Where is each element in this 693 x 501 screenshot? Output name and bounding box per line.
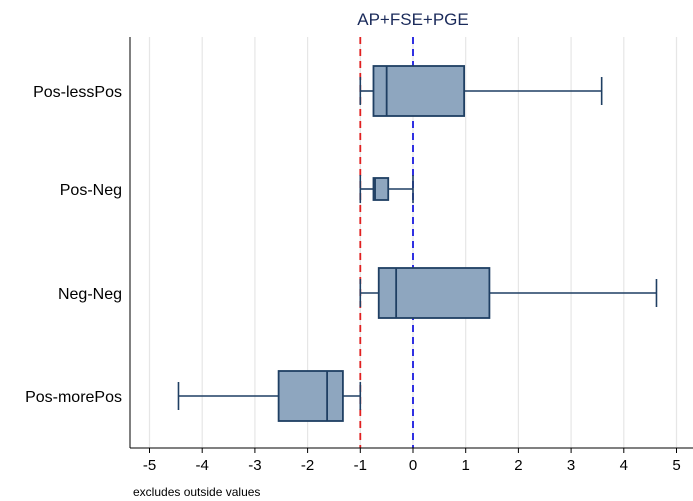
axes xyxy=(129,37,693,449)
x-tick-label: -2 xyxy=(301,457,314,474)
category-labels: Pos-lessPos Pos-Neg Neg-Neg Pos-morePos xyxy=(25,84,122,406)
x-tick-label: -4 xyxy=(196,457,209,474)
box-neg-neg xyxy=(359,267,658,319)
box-iqr xyxy=(372,65,466,117)
reference-lines xyxy=(359,37,414,448)
x-tick-label: -1 xyxy=(354,457,367,474)
box-pos-lesspos xyxy=(359,65,603,117)
box-pos-neg xyxy=(359,175,414,203)
x-tick-label: -5 xyxy=(143,457,156,474)
x-tick-label: -3 xyxy=(248,457,261,474)
box-iqr xyxy=(377,267,491,319)
x-tick-label: 4 xyxy=(620,457,628,474)
x-tick-label: 0 xyxy=(409,457,417,474)
x-tick-label: 2 xyxy=(514,457,522,474)
category-label: Neg-Neg xyxy=(58,286,122,303)
chart-note: excludes outside values xyxy=(133,485,260,499)
x-tick-label: 1 xyxy=(462,457,470,474)
box-iqr xyxy=(277,370,344,422)
x-axis-ticks: -5 -4 -3 -2 -1 0 1 2 3 4 5 xyxy=(143,448,681,474)
category-label: Pos-Neg xyxy=(60,182,122,199)
category-label: Pos-morePos xyxy=(25,389,122,406)
category-label: Pos-lessPos xyxy=(33,84,122,101)
chart-title: AP+FSE+PGE xyxy=(357,10,469,29)
box-iqr xyxy=(372,177,390,201)
boxes xyxy=(177,65,658,422)
x-tick-label: 3 xyxy=(567,457,575,474)
box-pos-morepos xyxy=(177,370,362,422)
x-tick-label: 5 xyxy=(672,457,680,474)
